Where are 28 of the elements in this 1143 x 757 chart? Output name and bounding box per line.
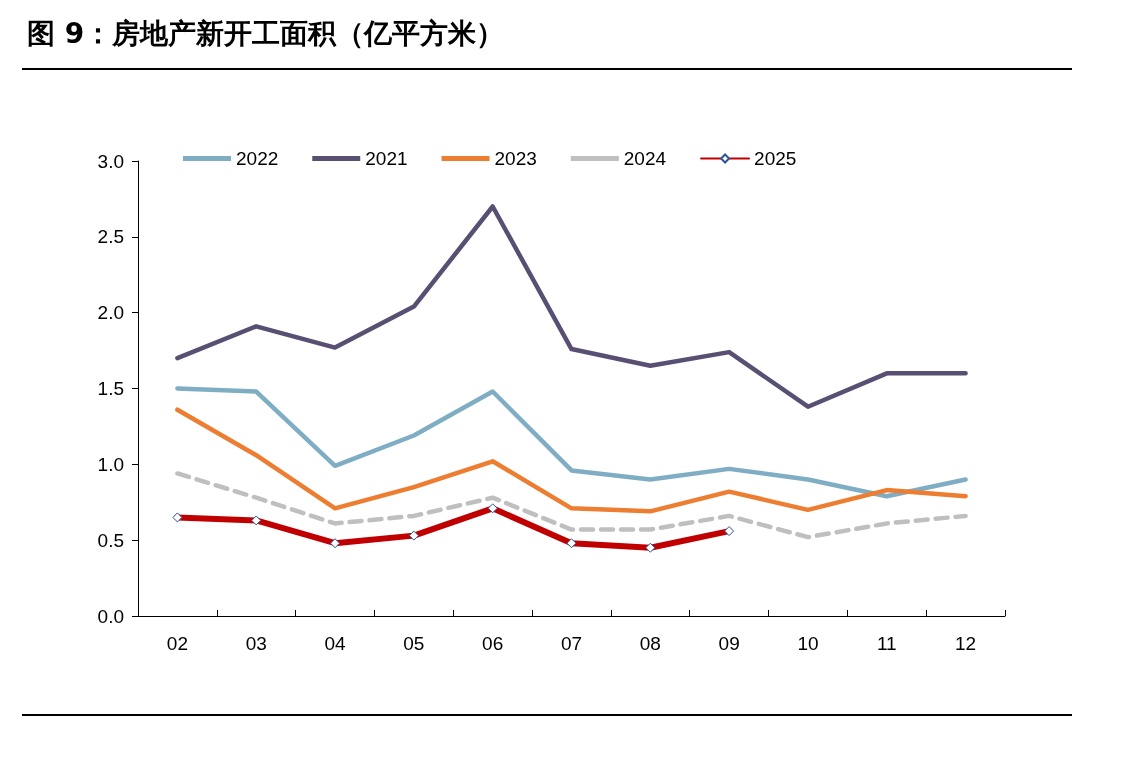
x-tick-label: 05 xyxy=(403,633,425,654)
x-tick-label: 06 xyxy=(482,633,504,654)
line-series xyxy=(175,471,968,540)
chart-title: 图 9：房地产新开工面积（亿平方米） xyxy=(27,16,505,50)
x-tick-label: 02 xyxy=(166,633,188,654)
legend-label: 2024 xyxy=(623,148,667,169)
x-tick-label: 08 xyxy=(639,633,661,654)
line-series xyxy=(175,386,968,499)
y-tick-label: 1.5 xyxy=(97,378,124,399)
legend-label: 2023 xyxy=(494,148,537,169)
legend-label: 2022 xyxy=(236,148,279,169)
x-tick-label: 07 xyxy=(560,633,583,654)
x-tick-label: 11 xyxy=(876,633,897,654)
legend-label: 2025 xyxy=(754,148,797,169)
y-tick-label: 2.0 xyxy=(97,302,124,324)
x-tick-label: 09 xyxy=(718,633,740,654)
y-tick-label: 1.0 xyxy=(97,453,124,475)
line-series xyxy=(175,407,968,514)
y-tick-label: 3.0 xyxy=(97,150,124,172)
x-tick-label: 03 xyxy=(245,633,267,654)
y-tick-label: 0.5 xyxy=(97,529,124,551)
y-tick-label: 0.0 xyxy=(97,605,124,627)
line-series xyxy=(175,204,968,409)
x-tick-label: 12 xyxy=(955,633,977,654)
y-tick-label: 2.5 xyxy=(97,226,124,248)
legend-label: 2021 xyxy=(365,148,408,169)
x-tick-label: 10 xyxy=(797,633,819,654)
x-tick-label: 04 xyxy=(324,633,347,654)
